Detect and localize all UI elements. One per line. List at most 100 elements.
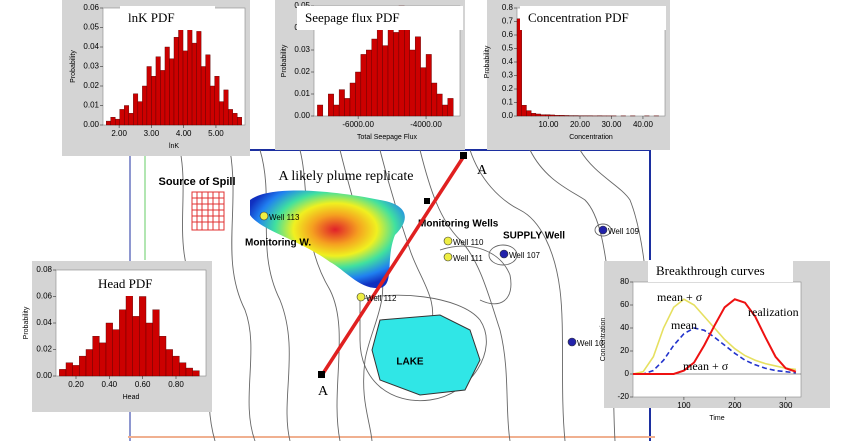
well <box>356 292 366 302</box>
bar <box>436 93 443 117</box>
x-tick-label: 40.00 <box>633 120 654 129</box>
x-tick-label: 10.00 <box>538 120 559 129</box>
bar <box>185 367 193 377</box>
annotation: mean + σ <box>657 290 703 304</box>
bar <box>106 120 111 126</box>
end-label: A <box>477 163 488 178</box>
bar <box>105 322 113 377</box>
x-tick-label: 0.40 <box>102 380 118 389</box>
bar <box>209 85 215 126</box>
bar <box>349 82 356 117</box>
bar <box>72 365 80 377</box>
x-axis-label: lnK <box>169 143 179 150</box>
bar <box>228 109 233 126</box>
transect <box>320 155 466 376</box>
title-box <box>648 260 793 282</box>
y-tick-label: 40 <box>620 323 629 332</box>
supply-label: SUPPLY Well <box>503 231 565 242</box>
bar <box>549 114 555 117</box>
well <box>598 225 608 235</box>
bar <box>223 89 229 126</box>
y-tick-label: 0.06 <box>83 3 99 12</box>
y-tick-label: 0.04 <box>36 318 52 327</box>
y-tick-label: 0.05 <box>83 23 99 32</box>
bar <box>152 309 160 377</box>
series-line <box>633 298 797 375</box>
x-tick-label: -4000.00 <box>410 120 442 129</box>
title-box <box>297 6 463 30</box>
y-axis-label: Concentration <box>600 318 607 362</box>
bar <box>237 116 242 126</box>
x-axis-label: Head <box>123 394 140 401</box>
y-tick-label: 0.02 <box>83 81 99 90</box>
well <box>443 252 453 262</box>
bar <box>355 71 362 117</box>
bar <box>128 113 134 126</box>
bar <box>92 336 100 377</box>
bar <box>173 37 179 126</box>
x-tick-label: 0.20 <box>68 380 84 389</box>
chart-title: Seepage flux PDF <box>305 10 400 25</box>
bar <box>516 18 522 117</box>
y-tick-label: 0 <box>625 369 630 378</box>
bar <box>371 38 378 117</box>
x-tick-label: 200 <box>728 401 742 410</box>
bar <box>545 114 551 117</box>
x-tick-label: 20.00 <box>570 120 591 129</box>
bar <box>442 104 448 117</box>
bar <box>132 316 140 377</box>
x-tick-label: 300 <box>779 401 793 410</box>
chart-title: Concentration PDF <box>528 10 629 25</box>
bar <box>133 93 139 126</box>
well-label: Well 109 <box>608 227 640 236</box>
transect-end <box>318 371 325 378</box>
y-tick-label: -20 <box>617 392 629 401</box>
bar <box>317 104 324 117</box>
y-tick-label: 80 <box>620 277 629 286</box>
bar <box>431 82 438 117</box>
bar <box>119 309 127 377</box>
bar <box>192 370 200 377</box>
source-grid <box>191 191 225 231</box>
transect-end <box>460 152 467 159</box>
bar <box>124 105 130 126</box>
x-tick-label: 3.00 <box>144 129 160 138</box>
y-tick-label: 0.08 <box>36 265 52 274</box>
x-tick-label: -6000.00 <box>342 120 374 129</box>
well-label: Well 111 <box>453 254 483 263</box>
bar <box>214 76 220 126</box>
y-axis-label: Probability <box>23 306 30 339</box>
y-axis-label: Probability <box>70 50 77 83</box>
bar <box>420 67 427 117</box>
bar <box>414 36 421 117</box>
y-tick-label: 0.3 <box>502 71 514 80</box>
bar <box>85 349 93 377</box>
bar <box>151 76 157 126</box>
well <box>499 249 509 259</box>
plume-label: A likely plume replicate <box>279 169 414 184</box>
bar <box>425 54 432 117</box>
title-box <box>520 6 666 30</box>
bar <box>146 66 152 126</box>
bar <box>344 98 351 117</box>
y-tick-label: 0.03 <box>83 62 99 71</box>
bar <box>159 336 167 377</box>
bar <box>191 42 197 126</box>
bar <box>137 101 143 126</box>
y-tick-label: 0.01 <box>294 89 310 98</box>
y-tick-label: 0.0 <box>502 111 514 120</box>
y-tick-label: 0.4 <box>502 57 514 66</box>
bar <box>160 70 166 126</box>
well <box>259 211 269 221</box>
bar <box>200 66 206 126</box>
monitoring-label: Monitoring W. <box>245 238 311 249</box>
bar <box>119 109 125 126</box>
bar <box>182 50 188 126</box>
well-label: Well 107 <box>509 251 541 260</box>
well-label: Well 112 <box>366 294 397 303</box>
well-label: Well 105 <box>577 339 609 348</box>
bar <box>376 27 383 117</box>
annotation: mean <box>671 318 697 332</box>
x-axis-label: Concentration <box>569 134 613 141</box>
bar <box>554 115 560 117</box>
